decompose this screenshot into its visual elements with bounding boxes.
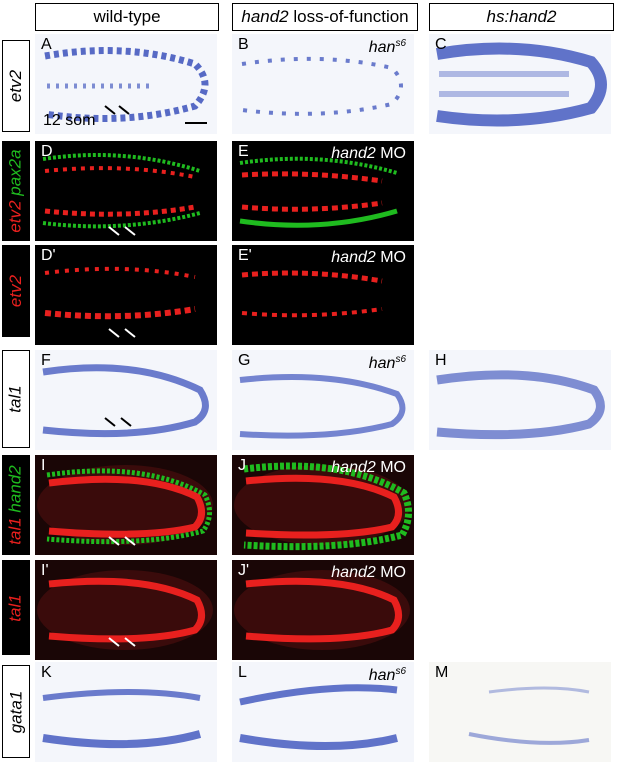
column-header-wild-type-text: wild-type: [93, 7, 161, 26]
fluor-tal1-hand2-mo-image: [234, 462, 412, 551]
embryo-gata1-hans6-image: [239, 684, 398, 750]
panel-dp-etv2-wildtype: D': [35, 245, 217, 345]
panel-d-etv2-pax2a-wildtype: D: [35, 141, 217, 241]
embryo-tal1-hans6-image: [239, 374, 406, 439]
treatment-tag-mo-jp: hand2 MO: [331, 564, 406, 581]
panel-j-tal1-hand2-mo: J hand2 MO: [232, 455, 414, 555]
treatment-tag-mo-ep: hand2 MO: [331, 249, 406, 266]
panel-label-m: M: [435, 664, 449, 681]
panel-jp-tal1-mo: J' hand2 MO: [232, 560, 414, 660]
panel-m-gata1-hshand2: M: [429, 662, 611, 762]
genotype-tag-hans6-g: hans6: [368, 354, 406, 372]
panel-label-a: A: [41, 36, 52, 53]
panel-g-tal1-hans6: G hans6: [232, 350, 414, 450]
panel-label-j: J: [238, 457, 246, 474]
panel-label-dp: D': [41, 247, 56, 264]
row-label-tal1-red-only-text: tal1: [6, 593, 26, 622]
column-header-lof-text: loss-of-function: [288, 7, 409, 26]
panel-label-l: L: [238, 664, 247, 681]
row-label-pax2a-green: pax2a: [6, 149, 25, 201]
panel-label-g: G: [238, 352, 251, 369]
panel-label-jp: J': [238, 562, 250, 579]
row-label-tal1-red: tal1: [6, 517, 26, 545]
panel-label-ep: E': [238, 247, 252, 264]
column-header-hand2-gene: hand2: [241, 7, 289, 26]
panel-label-d: D: [41, 143, 53, 160]
panel-h-tal1-hshand2: H: [429, 350, 611, 450]
panel-label-f: F: [41, 352, 51, 369]
embryo-tal1-wildtype-image: [42, 364, 209, 438]
column-header-hs-hand2: hs:hand2: [429, 3, 614, 31]
embryo-etv2-hshand2-image: [435, 42, 607, 127]
embryo-gata1-wildtype-image: [42, 689, 202, 749]
panel-label-c: C: [435, 36, 447, 53]
row-label-hand2-green: hand2: [6, 465, 26, 518]
genotype-tag-hans6-l: hans6: [368, 666, 406, 684]
genotype-tag-hans6-b: hans6: [368, 38, 406, 56]
fluor-etv2-pax2a-mo-image: [239, 156, 398, 228]
row-label-gata1-text: gata1: [6, 690, 26, 733]
embryo-etv2-wildtype-image: [44, 47, 209, 122]
panel-k-gata1-wildtype: K: [35, 662, 217, 762]
row-label-etv2-red-only: etv2: [2, 245, 30, 337]
stage-label: 12 som: [43, 112, 96, 129]
row-label-tal1: tal1: [2, 350, 30, 448]
row-label-etv2-pax2a: etv2 pax2a: [2, 141, 30, 241]
panel-b-etv2-hans6: B hans6: [232, 34, 414, 134]
row-label-tal1-text: tal1: [6, 385, 26, 413]
panel-e-etv2-pax2a-mo: E hand2 MO: [232, 141, 414, 241]
row-label-etv2-red: etv2: [6, 200, 25, 233]
column-header-hand2-lof: hand2 loss-of-function: [232, 3, 418, 31]
fluor-etv2-mo-image: [241, 270, 383, 318]
column-header-wild-type: wild-type: [35, 3, 219, 31]
fluor-etv2-pax2a-wildtype-image: [42, 153, 201, 236]
row-label-tal1-hand2: tal1 hand2: [2, 455, 30, 555]
row-label-etv2-red-only-text: etv2: [6, 274, 26, 308]
panel-f-tal1-wildtype: F: [35, 350, 217, 450]
embryo-gata1-hshand2-image: [468, 686, 590, 745]
panel-a-etv2-wildtype: A 12 som: [35, 34, 217, 134]
fluor-tal1-hand2-wildtype-image: [37, 465, 213, 546]
panel-ip-tal1-wildtype: I': [35, 560, 217, 660]
row-label-etv2-text: etv2: [6, 69, 26, 103]
treatment-tag-mo-e: hand2 MO: [331, 145, 406, 162]
panel-label-k: K: [41, 664, 52, 681]
treatment-tag-mo-j: hand2 MO: [331, 459, 406, 476]
row-label-gata1: gata1: [2, 665, 30, 758]
column-header-hs-hand2-text: hs:hand2: [486, 7, 557, 26]
panel-ep-etv2-mo: E' hand2 MO: [232, 245, 414, 345]
scale-bar: [185, 122, 207, 124]
row-label-tal1-red-only: tal1: [2, 560, 30, 655]
panel-label-b: B: [238, 36, 249, 53]
panel-label-e: E: [238, 143, 249, 160]
fluor-tal1-wildtype-image: [37, 570, 213, 650]
panel-label-h: H: [435, 352, 447, 369]
panel-c-etv2-hshand2: C: [429, 34, 611, 134]
fluor-etv2-wildtype-image: [44, 266, 196, 338]
fluor-tal1-mo-image: [234, 570, 410, 650]
embryo-tal1-hshand2-image: [436, 370, 605, 440]
panel-label-i: I: [41, 457, 46, 474]
panel-label-ip: I': [41, 562, 49, 579]
panel-l-gata1-hans6: L hans6: [232, 662, 414, 762]
embryo-etv2-hans6-image: [241, 56, 403, 116]
row-label-etv2: etv2: [2, 40, 30, 132]
panel-i-tal1-hand2-wildtype: I: [35, 455, 217, 555]
